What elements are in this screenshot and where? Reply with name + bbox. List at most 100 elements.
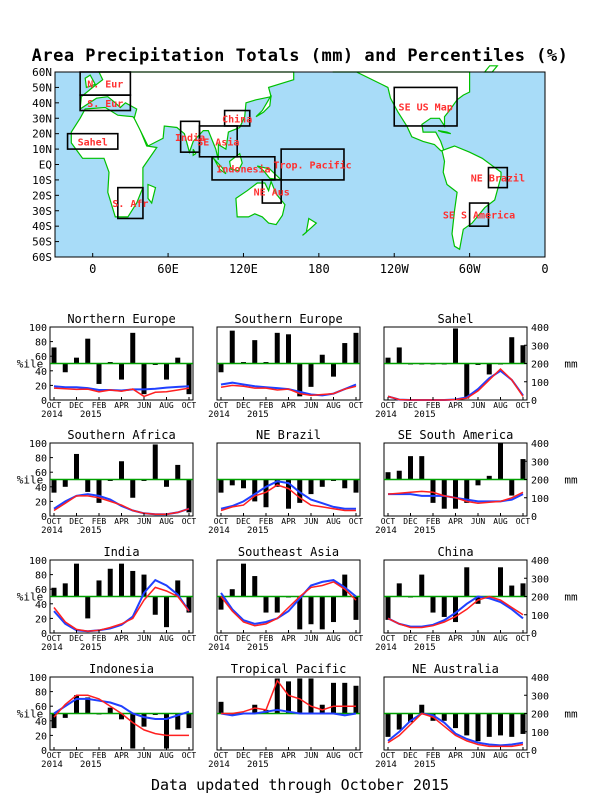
mm-tick-label: 300: [531, 457, 549, 468]
percentile-bar: [385, 713, 391, 737]
month-label: FEB: [426, 634, 441, 643]
mm-tick-label: 100: [531, 378, 549, 389]
month-label: DEC: [403, 751, 418, 760]
year-label: 2015: [414, 760, 436, 770]
percentile-bar: [297, 596, 303, 630]
month-label: DEC: [236, 401, 251, 410]
month-label: DEC: [69, 634, 84, 643]
month-label: OCT: [381, 517, 396, 526]
percentile-bar: [408, 713, 413, 723]
month-label: DEC: [403, 401, 418, 410]
south-america-land: [441, 145, 502, 251]
percentile-bar: [331, 363, 336, 377]
percentile-bar: [509, 713, 515, 737]
sumatra-land: [211, 156, 227, 175]
month-label: OCT: [182, 751, 197, 760]
percentile-bar: [453, 596, 458, 623]
month-label: OCT: [516, 751, 531, 760]
month-label: AUG: [159, 751, 174, 760]
percentile-bar: [62, 713, 68, 718]
cuba-land: [437, 130, 452, 135]
pct-tick-label: 40: [35, 367, 47, 378]
month-label: OCT: [381, 401, 396, 410]
percentile-bar: [186, 713, 192, 729]
australia-land: [235, 179, 286, 226]
month-label: APR: [448, 634, 463, 643]
year-label: 2014: [41, 410, 63, 420]
pct-tick-label: 80: [35, 688, 47, 699]
mm-tick-label: 300: [531, 341, 549, 352]
month-label: OCT: [47, 517, 62, 526]
month-label: AUG: [493, 751, 508, 760]
percentile-bar: [164, 596, 169, 628]
year-label: 2015: [80, 526, 102, 536]
lon-label: 0: [89, 262, 96, 276]
percentile-bar: [119, 363, 124, 380]
year-label: 2015: [80, 760, 102, 770]
percentile-bar: [308, 479, 314, 495]
lon-label: 120W: [380, 262, 410, 276]
percentile-bar: [51, 479, 57, 493]
lat-label: EQ: [39, 159, 52, 172]
percentile-bar: [218, 596, 224, 610]
lat-label: 60S: [32, 251, 52, 264]
pct-tick-label: 0: [41, 512, 47, 523]
lat-label: 50N: [32, 81, 52, 94]
pct-tick-label: 20: [35, 381, 47, 392]
percentile-bar: [464, 567, 470, 597]
pct-tick-label: 100: [29, 556, 47, 567]
month-label: APR: [448, 751, 463, 760]
month-label: FEB: [426, 401, 441, 410]
month-label: OCT: [381, 634, 396, 643]
percentile-bar: [419, 574, 425, 597]
percentile-bar: [419, 704, 425, 714]
percentile-bar: [175, 580, 181, 597]
month-label: OCT: [516, 634, 531, 643]
mm-tick-label: 100: [531, 728, 549, 739]
percentile-bar: [342, 479, 348, 489]
pct-axis-label: %ile: [17, 708, 44, 721]
month-label: AUG: [493, 401, 508, 410]
percentile-bar: [85, 596, 91, 619]
month-label: FEB: [92, 401, 107, 410]
pct-tick-label: 100: [29, 439, 47, 450]
percentile-bar: [464, 363, 470, 399]
percentile-bar: [164, 363, 169, 380]
percentile-bar: [331, 596, 336, 623]
month-label: OCT: [349, 634, 364, 643]
panel-title: NE Brazil: [256, 428, 321, 442]
region-box: [393, 86, 458, 127]
panel-title: Southern Europe: [234, 312, 342, 326]
normal-precip-line: [220, 480, 356, 510]
pct-tick-label: 100: [29, 323, 47, 334]
percentile-bar: [107, 707, 113, 714]
month-label: JUN: [304, 517, 319, 526]
panel-title: SE South America: [398, 428, 514, 442]
actual-precip-line: [220, 581, 357, 627]
pct-tick-label: 0: [41, 629, 47, 640]
percentile-bar: [274, 332, 280, 364]
month-label: OCT: [182, 517, 197, 526]
actual-precip-line: [53, 694, 189, 737]
percentile-bar: [186, 479, 192, 513]
month-label: FEB: [92, 634, 107, 643]
month-label: JUN: [137, 751, 152, 760]
percentile-bar: [319, 354, 325, 364]
lon-label: 60W: [459, 262, 481, 276]
month-label: APR: [448, 401, 463, 410]
percentile-bar: [263, 479, 269, 508]
percentile-bar: [453, 328, 458, 364]
percentile-bar: [342, 682, 348, 714]
month-label: JUN: [304, 401, 319, 410]
region-box: [280, 148, 345, 181]
percentile-bar: [385, 472, 391, 480]
year-label: 2014: [375, 643, 397, 653]
madagascar-land: [147, 183, 157, 205]
mm-tick-label: 200: [531, 476, 549, 487]
region-box: [211, 155, 276, 181]
percentile-bar: [464, 713, 470, 736]
percentile-bar: [218, 363, 224, 373]
